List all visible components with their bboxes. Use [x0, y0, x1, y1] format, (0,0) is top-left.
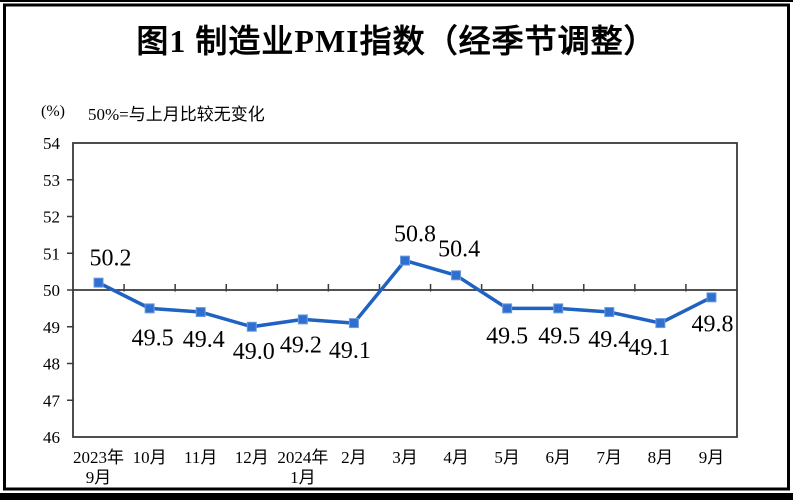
chart-title: 图1 制造业PMI指数（经季节调整） [136, 23, 657, 59]
x-axis-label: 6月 [545, 448, 571, 467]
x-axis-label: 10月 [133, 448, 167, 467]
x-axis-label: 2月 [341, 448, 367, 467]
x-axis-label: 1月 [290, 468, 316, 487]
x-axis-label: 2024年 [277, 448, 328, 467]
data-point-marker [144, 303, 155, 314]
x-axis-label: 8月 [648, 448, 674, 467]
data-point-label: 50.8 [394, 222, 436, 248]
data-point-label: 49.2 [280, 332, 322, 358]
pmi-trend-line [96, 258, 714, 329]
data-point-marker [400, 255, 410, 266]
data-point-marker [655, 318, 666, 329]
y-tick-label: 52 [43, 208, 60, 227]
data-point-label: 50.4 [438, 236, 480, 262]
x-axis-label: 9月 [86, 468, 112, 487]
data-point-marker [502, 303, 513, 314]
data-point-label: 49.5 [132, 325, 174, 351]
x-axis-label: 2023年 [73, 448, 124, 467]
y-tick-label: 49 [43, 318, 60, 337]
data-point-label: 49.8 [691, 311, 733, 337]
data-point-marker [297, 314, 308, 325]
data-point-label: 49.4 [183, 327, 225, 353]
page-border-frame [3, 3, 790, 491]
y-tick-label: 46 [43, 428, 60, 447]
x-axis-label: 12月 [235, 448, 269, 467]
y-tick-label: 54 [43, 134, 61, 153]
data-point-marker [348, 318, 359, 329]
y-tick-label: 50 [43, 281, 60, 300]
data-point-marker [706, 292, 717, 303]
data-point-marker [195, 307, 206, 318]
data-point-label: 50.2 [90, 246, 132, 272]
y-tick-label: 51 [43, 244, 60, 263]
x-axis-label: 9月 [699, 448, 725, 467]
data-point-label: 49.0 [233, 339, 275, 365]
data-point-label: 49.1 [329, 338, 371, 364]
x-axis-label: 11月 [184, 448, 217, 467]
x-axis-label: 4月 [443, 448, 469, 467]
x-axis-label: 5月 [494, 448, 520, 467]
data-point-label: 49.4 [588, 327, 630, 353]
y-axis-unit-label: (%) [41, 103, 65, 120]
x-axis-label: 3月 [392, 448, 418, 467]
data-point-marker [604, 307, 615, 318]
data-point-marker [246, 321, 257, 332]
data-point-marker [93, 277, 104, 288]
data-point-label: 49.5 [538, 323, 580, 349]
y-tick-label: 53 [43, 171, 60, 190]
data-point-marker [553, 303, 564, 314]
y-tick-label: 47 [43, 391, 61, 410]
y-tick-label: 48 [43, 355, 60, 374]
chart-subtitle: 50%=与上月比较无变化 [88, 105, 265, 124]
data-point-label: 49.1 [628, 335, 670, 361]
x-axis-label: 7月 [597, 448, 623, 467]
data-point-label: 49.5 [486, 323, 528, 349]
data-point-marker [451, 270, 462, 281]
